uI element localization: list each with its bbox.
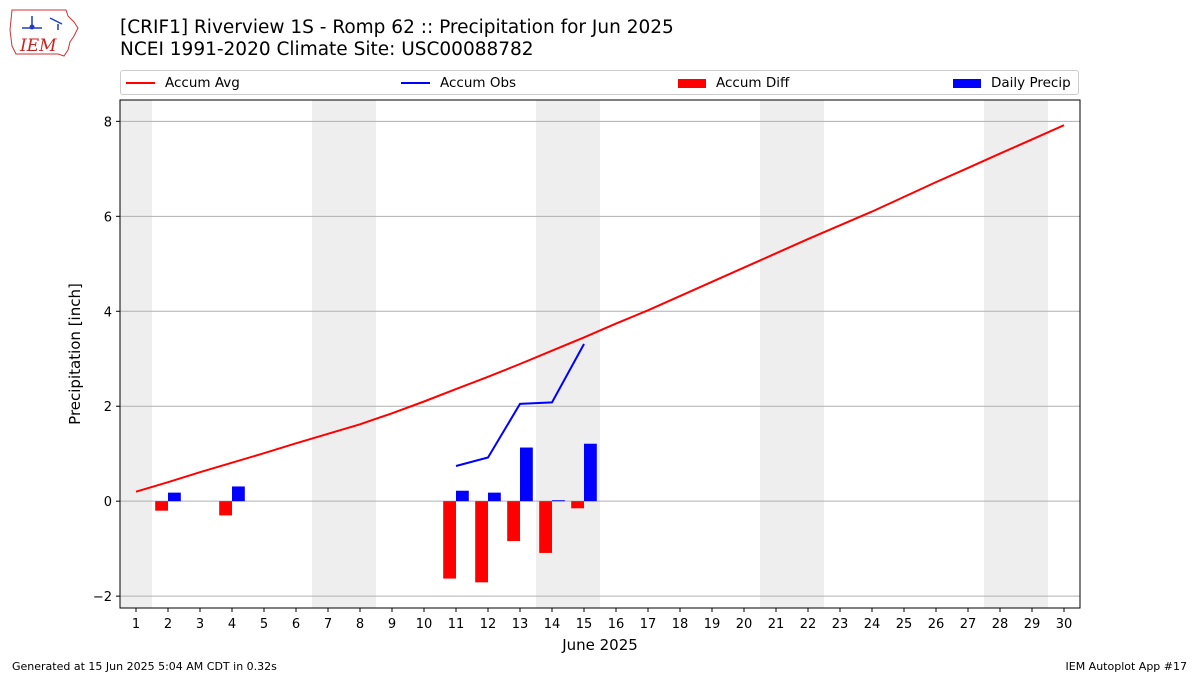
app-credit: IEM Autoplot App #17 [1065,660,1188,673]
legend-swatch-daily-precip [953,78,981,88]
chart-subtitle: NCEI 1991-2020 Climate Site: USC00088782 [120,39,534,60]
chart-title: [CRIF1] Riverview 1S - Romp 62 :: Precip… [120,17,674,38]
x-tick-label: 18 [672,617,689,632]
legend-swatch-accum-obs [401,82,430,84]
legend-item-accum-diff: Accum Diff [678,74,789,92]
legend-label-daily-precip: Daily Precip [991,75,1071,91]
x-axis-label: June 2025 [561,636,638,654]
x-tick-label: 12 [480,617,497,632]
x-tick-label: 27 [960,617,977,632]
accum-diff-bar [219,501,232,516]
legend: Accum Avg Accum Obs Accum Diff Daily Pre… [120,70,1079,95]
y-tick-label: 2 [104,400,112,415]
iowa-outline-icon [9,9,79,57]
accum-diff-bar [475,501,488,583]
daily-precip-bar [552,500,565,502]
x-tick-label: 29 [1024,617,1041,632]
logo-text: IEM [19,36,57,56]
legend-item-daily-precip: Daily Precip [953,74,1071,92]
line-marks [135,124,1065,493]
x-tick-label: 7 [324,617,332,632]
x-tick-label: 16 [608,617,625,632]
plot-frame [119,99,1081,609]
accum-avg-line [135,124,1065,493]
x-tick-label: 14 [544,617,561,632]
daily-precip-bar [584,443,597,502]
accum-diff-bar [571,501,584,509]
x-tick-label: 26 [928,617,945,632]
weekend-shade [984,100,1016,608]
accum-obs-line [455,343,585,467]
bar-marks [155,443,597,583]
legend-swatch-accum-avg [126,82,155,84]
x-tick-label: 1 [132,617,140,632]
weekend-shade [1016,100,1048,608]
daily-precip-bar [456,490,469,502]
x-tick-label: 22 [800,617,817,632]
x-tick-label: 2 [164,617,172,632]
daily-precip-bar [520,447,533,502]
x-tick-label: 24 [864,617,881,632]
x-tick-label: 30 [1056,617,1073,632]
y-tick-label: −2 [93,590,112,605]
accum-diff-bar [443,501,456,579]
weekend-shading [120,100,1048,608]
gridlines [120,120,1080,597]
legend-label-accum-obs: Accum Obs [440,75,517,91]
y-tick-label: 8 [104,115,112,130]
legend-swatch-accum-diff [678,78,706,88]
y-tick-label: 0 [104,495,112,510]
accum-diff-bar [539,501,552,553]
x-tick-label: 28 [992,617,1009,632]
y-tick-label: 6 [104,210,112,225]
x-tick-label: 11 [448,617,465,632]
weekend-shade [312,100,344,608]
weekend-shade [344,100,376,608]
x-tick-label: 3 [196,617,204,632]
daily-precip-bar [232,486,245,502]
iem-logo: IEM [8,6,80,60]
daily-precip-bar [488,492,501,502]
legend-label-accum-avg: Accum Avg [165,75,240,91]
legend-item-accum-obs: Accum Obs [401,74,516,92]
x-tick-label: 17 [640,617,657,632]
y-axis-label: Precipitation [inch] [66,283,84,425]
generated-timestamp: Generated at 15 Jun 2025 5:04 AM CDT in … [12,660,277,673]
legend-item-accum-avg: Accum Avg [126,74,240,92]
x-tick-label: 8 [356,617,364,632]
weekend-shade [760,100,792,608]
legend-label-accum-diff: Accum Diff [716,75,790,91]
x-tick-label: 4 [228,617,236,632]
accum-diff-bar [155,501,168,511]
x-tick-label: 6 [292,617,300,632]
x-tick-label: 25 [896,617,913,632]
x-tick-label: 21 [768,617,785,632]
x-tick-label: 5 [260,617,268,632]
x-tick-label: 9 [388,617,396,632]
x-tick-label: 23 [832,617,849,632]
x-tick-label: 13 [512,617,529,632]
weekend-shade [120,100,152,608]
x-tick-label: 20 [736,617,753,632]
x-tick-label: 15 [576,617,593,632]
y-tick-label: 4 [104,305,112,320]
x-tick-label: 10 [416,617,433,632]
daily-precip-bar [168,492,181,502]
weekend-shade [792,100,824,608]
weekend-shade [568,100,600,608]
x-tick-label: 19 [704,617,721,632]
accum-diff-bar [507,501,520,542]
